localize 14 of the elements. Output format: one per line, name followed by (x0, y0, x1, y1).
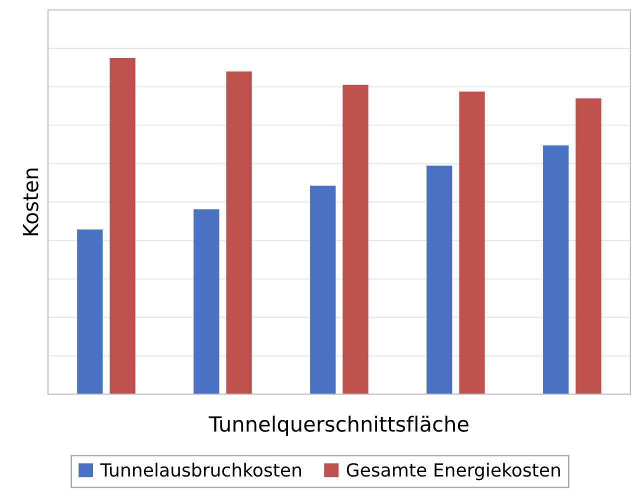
bar (426, 166, 452, 394)
bar (310, 186, 336, 394)
legend-label: Tunnelausbruchkosten (100, 462, 301, 477)
y-axis-title: Kosten (22, 168, 38, 236)
bar (342, 84, 368, 394)
bar (194, 209, 220, 394)
x-axis-title: Tunnelquerschnittsfläche (208, 416, 468, 436)
bar (459, 92, 485, 394)
bar (576, 98, 602, 394)
legend-label: Gesamte Energiekosten (346, 462, 560, 480)
bar (543, 145, 569, 394)
bar (110, 58, 136, 394)
bar (226, 71, 252, 394)
bar (77, 229, 103, 394)
